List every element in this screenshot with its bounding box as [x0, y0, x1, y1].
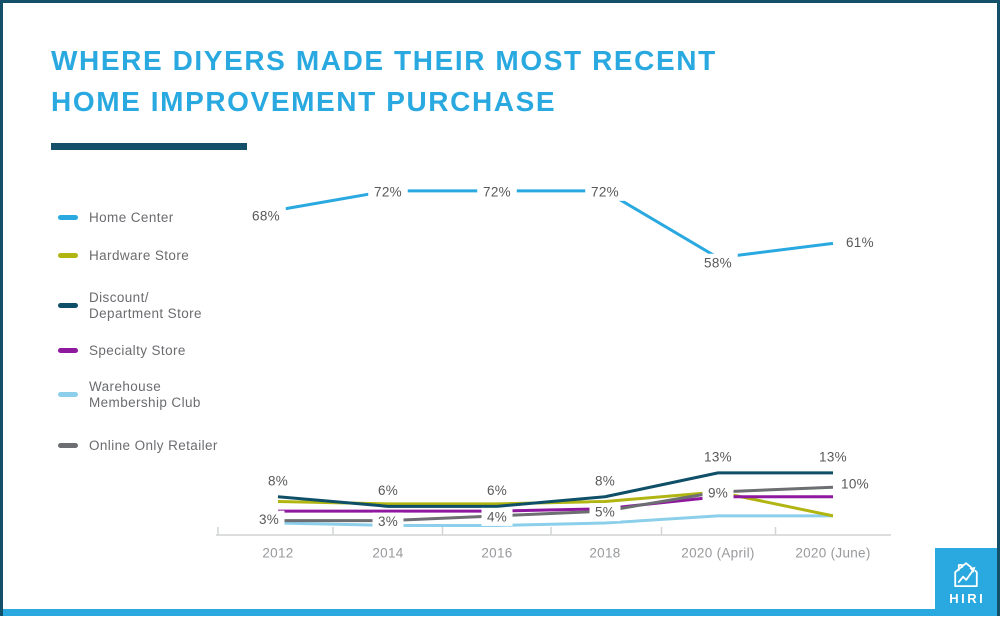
x-tick-label-2020-april: 2020 (April) [681, 546, 754, 561]
legend-item-label: Hardware Store [89, 248, 190, 263]
legend-swatch [58, 253, 78, 259]
data-label-home-center: 72% [374, 184, 402, 199]
legend-swatch [58, 443, 78, 449]
legend-item-label: Discount/Department Store [89, 290, 202, 321]
legend-item-label: Online Only Retailer [89, 438, 218, 453]
legend-item-specialty-store: Specialty Store [58, 343, 186, 359]
x-tick-label-2012: 2012 [262, 546, 293, 561]
legend-swatch [58, 392, 78, 397]
legend-swatch [58, 215, 78, 221]
legend-item-label: Home Center [89, 210, 174, 225]
data-label-home-center: 58% [704, 255, 732, 270]
data-label-mask [246, 206, 286, 225]
data-label-mask [372, 512, 404, 531]
data-label-mask [253, 510, 285, 529]
logo-wordmark: HIRI [949, 590, 986, 606]
title-underline-bar [51, 143, 247, 150]
page-title-line1: WHERE DIYERS MADE THEIR MOST RECENT [51, 45, 717, 76]
data-label-mask [835, 475, 875, 494]
data-label-mask [585, 182, 625, 201]
x-tick-label-2020-june: 2020 (June) [795, 546, 870, 561]
series-line-discount-department-store [277, 471, 833, 508]
page-title-line2: HOME IMPROVEMENT PURCHASE [51, 86, 557, 117]
house-chart-icon [954, 561, 978, 587]
legend-item-hardware-store: Hardware Store [58, 248, 189, 264]
data-label-mask [368, 182, 408, 201]
data-label-home-center: 61% [846, 235, 874, 250]
data-label-discount-department-store: 13% [819, 449, 847, 464]
x-tick-label-2018: 2018 [589, 546, 620, 561]
x-tick-label-2016: 2016 [481, 546, 512, 561]
legend-swatch [58, 348, 78, 354]
legend-swatch [58, 303, 78, 308]
series-line-online-only-retailer [278, 485, 834, 523]
legend-item-home-center: Home Center [58, 210, 174, 226]
data-label-discount-department-store: 8% [268, 473, 288, 488]
data-label-mask [589, 503, 621, 522]
legend-item-online-only-retailer: Online Only Retailer [58, 438, 218, 454]
series-line-warehouse-membership-club [277, 514, 833, 527]
data-label-home-center: 72% [483, 184, 511, 199]
line-chart: 2012 2014 2016 2018 2020 (April) 2020 (June) 6… [216, 182, 891, 561]
data-label-home-center: 68% [252, 208, 280, 223]
data-label-discount-department-store: 6% [378, 483, 398, 498]
data-label-home-center: 72% [591, 184, 619, 199]
data-label-online-only-retailer: 3% [378, 514, 398, 529]
legend-item-label: Warehouse Membership Club [89, 379, 201, 410]
data-label-mask [477, 182, 517, 201]
data-label-discount-department-store: 13% [704, 449, 732, 464]
legend-item-warehouse-membership-club: Warehouse Membership Club [58, 379, 201, 410]
legend-item-label: Specialty Store [89, 343, 186, 358]
data-label-mask [702, 483, 734, 502]
data-label-online-only-retailer: 10% [841, 477, 869, 492]
series-line-specialty-store [278, 495, 833, 513]
series-line-home-center [277, 189, 834, 260]
data-label-online-only-retailer: 4% [487, 509, 507, 524]
x-tick-label-2014: 2014 [372, 546, 403, 561]
data-label-online-only-retailer: 3% [259, 512, 279, 527]
data-label-online-only-retailer: 5% [595, 505, 615, 520]
page-title: WHERE DIYERS MADE THEIR MOST RECENT HOME… [51, 40, 717, 122]
data-label-discount-department-store: 6% [487, 483, 507, 498]
legend-item-discount-department-store: Discount/Department Store [58, 290, 202, 321]
data-label-mask [481, 507, 513, 526]
data-label-discount-department-store: 8% [595, 473, 615, 488]
bottom-accent-bar [3, 609, 997, 616]
data-label-online-only-retailer: 9% [708, 485, 728, 500]
hiri-logo: HIRI [935, 548, 997, 616]
data-label-mask [698, 253, 738, 272]
